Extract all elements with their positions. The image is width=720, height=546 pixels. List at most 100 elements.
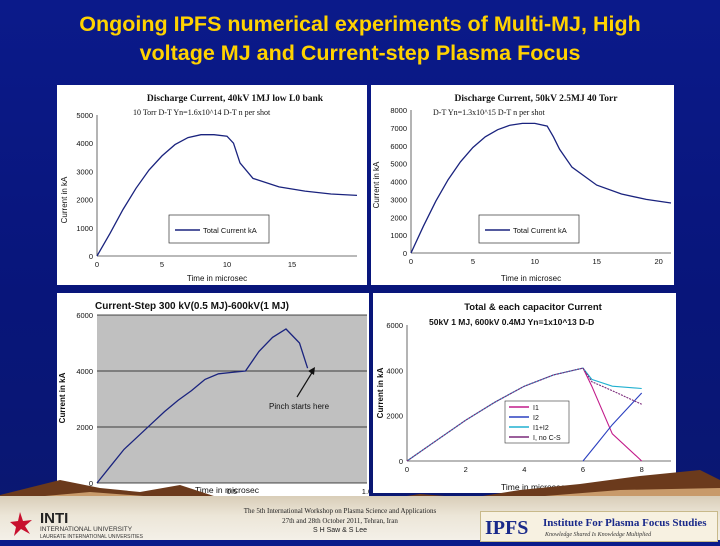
university-line2: INTERNATIONAL UNIVERSITY [40,526,133,533]
chart-title: Discharge Current, 40kV 1MJ low L0 bank [147,94,324,104]
y-ticks: 6000 4000 2000 0 [386,321,403,466]
chart-title: Current-Step 300 kV(0.5 MJ)-600kV(1 MJ) [95,301,289,312]
series-line-total-current [96,134,358,257]
chart-top-right: Discharge Current, 50kV 2.5MJ 40 Torr D-… [372,94,672,283]
chart-subtitle: 50kV 1 MJ, 600kV 0.4MJ Yn=1x10^13 D-D [429,317,594,327]
legend-i2: I2 [533,415,539,422]
y-axis-label: Current in kA [376,367,385,418]
x-tick-label: 6 [581,465,585,474]
chart-bottom-right: Total & each capacitor Current 50kV 1 MJ… [376,302,671,492]
y-tick-label: 4000 [76,367,93,376]
slide-title: Ongoing IPFS numerical experiments of Mu… [0,10,720,68]
x-tick-label: 4 [522,465,526,474]
legend-label: Total Current kA [203,226,257,235]
workshop-line2: 27th and 28th October 2011, Tehran, Iran [282,517,398,525]
ipfs-logo: IPFS Institute For Plasma Focus Studies … [480,511,718,542]
x-axis-label: Time in microsec [501,482,566,492]
annotation-pinch: Pinch starts here [269,402,330,411]
legend-box [504,400,570,444]
y-ticks: 6000 4000 2000 0 [76,311,367,488]
y-tick-label: 2000 [390,213,407,222]
workshop-caption: The 5th International Workshop on Plasma… [200,506,480,536]
y-tick-label: 5000 [76,111,93,120]
x-tick-label: 5 [160,260,164,269]
y-tick-label: 4000 [76,139,93,148]
series-line-current [96,328,309,484]
plot-area [97,315,367,483]
series-line-i1-plus-i2 [406,367,642,462]
y-tick-label: 5000 [390,160,407,169]
y-tick-label: 3000 [390,195,407,204]
ipfs-tagline: Knowledge Shared Is Knowledge Multiplied [544,532,652,538]
ipfs-institute-name: Institute For Plasma Focus Studies [543,517,707,529]
y-tick-label: 2000 [76,423,93,432]
chart-title: Discharge Current, 50kV 2.5MJ 40 Torr [455,94,619,104]
y-axis-label: Current in kA [58,372,67,423]
x-tick-label: 15 [593,257,601,266]
y-tick-label: 0 [89,479,93,488]
legend-box [168,214,270,244]
inti-logo: INTI INTERNATIONAL UNIVERSITY LAUREATE I… [2,508,172,540]
workshop-line3: S H Saw & S Lee [312,527,368,534]
y-tick-label: 1000 [76,224,93,233]
y-tick-label: 2000 [386,412,403,421]
series-line-total-current [410,122,672,254]
x-tick-label: 15 [288,260,296,269]
university-name: INTI [40,510,68,527]
x-axis-label: Time in microsec [501,274,561,283]
x-ticks: 0 5 10 15 [95,260,296,269]
y-tick-label: 4000 [386,366,403,375]
x-ticks: 0 2 4 6 8 [405,465,644,474]
y-tick-label: 8000 [390,106,407,115]
chart-subtitle: 10 Torr D-T Yn=1.6x10^14 D-T n per shot [133,108,271,117]
chart-top-left: Discharge Current, 40kV 1MJ low L0 bank … [60,94,358,283]
workshop-line1: The 5th International Workshop on Plasma… [243,507,437,515]
x-tick-label: 20 [654,257,662,266]
university-line3: LAUREATE INTERNATIONAL UNIVERSITIES [40,534,144,540]
y-tick-label: 1000 [390,231,407,240]
y-tick-label: 7000 [390,124,407,133]
x-tick-label: 5 [471,257,475,266]
chart-panel-bottom-right: Total & each capacitor Current 50kV 1 MJ… [373,293,676,493]
chart-panel-top-left: Discharge Current, 40kV 1MJ low L0 bank … [57,85,367,285]
chart-bottom-left: Current-Step 300 kV(0.5 MJ)-600kV(1 MJ) … [57,293,369,497]
y-axis-label: Current in kA [60,176,69,223]
x-tick-label: 0 [409,257,413,266]
annotation-arrowhead [308,367,315,375]
chart-panel-top-right: Discharge Current, 50kV 2.5MJ 40 Torr D-… [371,85,674,285]
y-tick-label: 0 [399,457,403,466]
x-tick-label: 10 [223,260,231,269]
x-tick-label: 0 [95,260,99,269]
y-tick-label: 6000 [76,311,93,320]
legend-no-cs: I, no C-S [533,435,561,442]
chart-title: Total & each capacitor Current [464,302,602,313]
annotation-arrow [296,370,314,398]
legend-box [478,214,580,244]
x-tick-label: 1.0 [362,487,369,496]
y-tick-label: 3000 [76,167,93,176]
x-axis-label: Time in microsec [187,274,247,283]
y-tick-label: 0 [89,252,93,261]
slide-title-line2: voltage MJ and Current-step Plasma Focus [139,41,581,65]
y-ticks: 8000 7000 6000 5000 4000 3000 2000 1000 0 [390,106,407,258]
y-ticks: 5000 4000 3000 2000 1000 0 [76,111,93,261]
y-tick-label: 6000 [386,321,403,330]
legend-label: Total Current kA [513,226,567,235]
series-line-no-cs [406,367,642,462]
x-tick-label: 2 [464,465,468,474]
x-tick-label: 8 [640,465,644,474]
y-tick-label: 4000 [390,178,407,187]
slide-title-line1: Ongoing IPFS numerical experiments of Mu… [79,12,641,36]
y-axis-label: Current in kA [372,161,381,208]
y-tick-label: 6000 [390,142,407,151]
chart-subtitle: D-T Yn=1.3x10^15 D-T n per shot [433,108,545,117]
legend-i1: I1 [533,405,539,412]
x-tick-label: 10 [531,257,539,266]
y-tick-label: 2000 [76,196,93,205]
x-tick-label: 0 [405,465,409,474]
ipfs-logo-text: IPFS [485,517,528,539]
x-ticks: 0 5 10 15 20 [409,257,663,266]
chart-panel-bottom-left: Current-Step 300 kV(0.5 MJ)-600kV(1 MJ) … [57,293,369,497]
legend-i1-plus-i2: I1+I2 [533,425,549,432]
inti-mark-icon [10,512,32,536]
